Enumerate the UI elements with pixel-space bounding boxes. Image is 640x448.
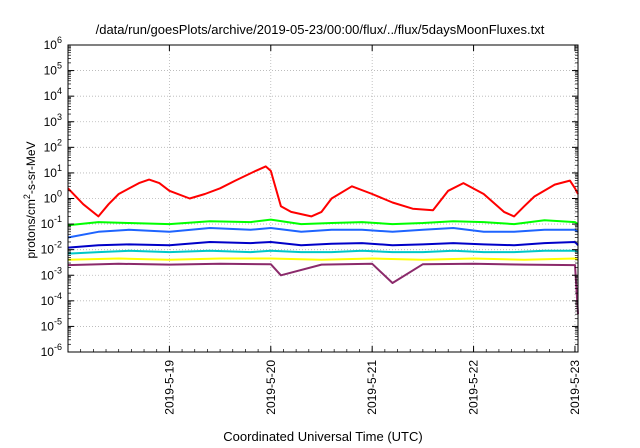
y-tick-label-exponent: 0 (57, 189, 62, 199)
y-tick-label: 105 (44, 61, 62, 78)
y-tick-label-exponent: -4 (54, 291, 62, 301)
y-tick-label-base: 10 (41, 243, 55, 257)
y-tick-label-exponent: -5 (54, 316, 62, 326)
y-tick-label: 106 (44, 35, 62, 52)
series-line-7 (67, 262, 579, 315)
y-tick-label: 10-1 (41, 214, 62, 231)
y-tick-label-base: 10 (41, 294, 55, 308)
y-axis-label: protons/cm2-s-sr-MeV (22, 100, 38, 300)
y-tick-label-base: 10 (44, 166, 58, 180)
y-axis-label-sup: 2 (22, 194, 32, 200)
series-line-1 (67, 165, 579, 218)
x-tick-label: 2019-5-19 (162, 360, 176, 415)
y-axis-label-rest: -s-sr-MeV (24, 141, 38, 195)
series-line-6 (67, 257, 579, 261)
grid (68, 45, 578, 352)
y-tick-label-base: 10 (44, 140, 58, 154)
ticks: 10-610-510-410-310-210-11001011021031041… (41, 35, 582, 415)
chart-title: /data/run/goesPlots/archive/2019-05-23/0… (95, 22, 545, 37)
y-tick-label: 10-6 (41, 342, 62, 359)
series-group (67, 165, 579, 315)
y-tick-label: 10-5 (41, 316, 62, 333)
y-tick-label-base: 10 (44, 115, 58, 129)
y-tick-label-base: 10 (44, 89, 58, 103)
x-tick-label: 2019-5-23 (568, 360, 582, 415)
y-tick-label-base: 10 (41, 217, 55, 231)
y-tick-label-exponent: 6 (57, 35, 62, 45)
y-tick-label: 10-3 (41, 265, 62, 282)
y-tick-label-exponent: 5 (57, 61, 62, 71)
y-tick-label-exponent: -2 (54, 240, 62, 250)
y-tick-label: 10-4 (41, 291, 62, 308)
y-tick-label: 102 (44, 137, 62, 154)
y-tick-label: 104 (44, 86, 62, 103)
y-tick-label: 103 (44, 112, 62, 129)
series-line-2 (67, 218, 579, 227)
y-tick-label-exponent: 2 (57, 137, 62, 147)
y-tick-label-exponent: 4 (57, 86, 62, 96)
y-tick-label: 100 (44, 189, 62, 206)
y-tick-label-base: 10 (41, 345, 55, 359)
y-tick-label-exponent: 3 (57, 112, 62, 122)
y-tick-label-base: 10 (44, 64, 58, 78)
y-tick-label-base: 10 (41, 268, 55, 282)
series-line-3 (67, 227, 579, 239)
x-axis-label: Coordinated Universal Time (UTC) (223, 429, 423, 444)
x-tick-label: 2019-5-22 (467, 360, 481, 415)
y-axis-label-main: protons/cm (24, 199, 38, 259)
y-tick-label-base: 10 (44, 192, 58, 206)
y-tick-label-base: 10 (41, 319, 55, 333)
y-tick-label: 101 (44, 163, 62, 180)
y-tick-label-exponent: -6 (54, 342, 62, 352)
y-tick-label-base: 10 (44, 38, 58, 52)
y-tick-label-exponent: -1 (54, 214, 62, 224)
x-tick-label: 2019-5-20 (264, 360, 278, 415)
y-tick-label-exponent: 1 (57, 163, 62, 173)
series-line-5 (67, 249, 579, 255)
series-line-4 (67, 241, 579, 249)
y-tick-label-exponent: -3 (54, 265, 62, 275)
y-tick-label: 10-2 (41, 240, 62, 257)
x-tick-label: 2019-5-21 (365, 360, 379, 415)
